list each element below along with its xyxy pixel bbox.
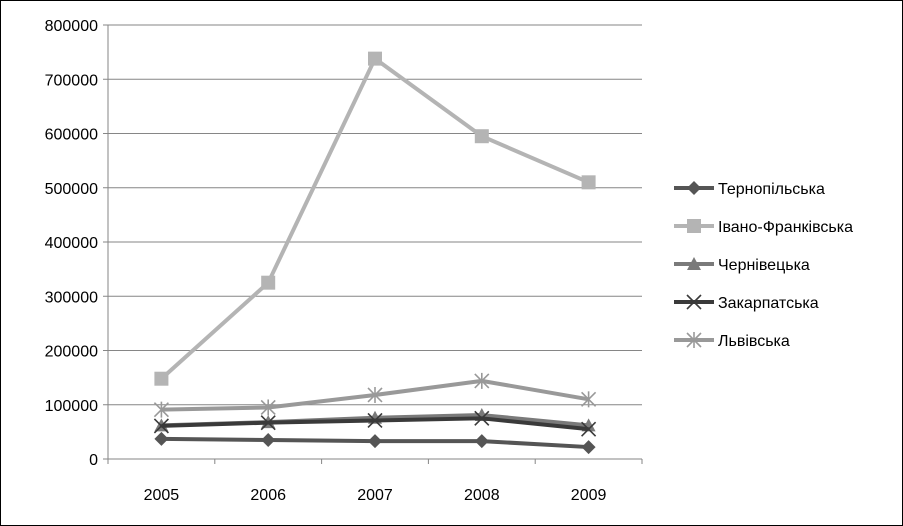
y-tick-label: 300000 bbox=[45, 289, 98, 306]
legend-label: Тернопільська bbox=[718, 181, 825, 198]
x-tick-label: 2009 bbox=[571, 487, 607, 504]
data-point bbox=[153, 418, 169, 434]
data-point bbox=[474, 129, 489, 144]
series-line bbox=[160, 56, 590, 381]
legend-marker bbox=[687, 219, 701, 233]
legend: Тернопільська Івано-Франківська Чернівецьк… bbox=[674, 181, 853, 350]
data-point bbox=[261, 275, 276, 290]
legend-label: Львівська bbox=[718, 333, 790, 350]
axes: 0 100000 200000 300000 400000 500000 600000 700… bbox=[45, 18, 643, 504]
y-tick-label: 600000 bbox=[45, 127, 98, 144]
x-tick-label: 2005 bbox=[144, 487, 180, 504]
data-point bbox=[153, 401, 169, 418]
data-point bbox=[367, 386, 383, 403]
y-tick-label: 200000 bbox=[45, 344, 98, 361]
data-point bbox=[474, 410, 490, 426]
y-tick-label: 0 bbox=[89, 452, 98, 469]
legend-entry: Івано-Франківська bbox=[674, 219, 853, 236]
legend-entry: Чернівецька bbox=[674, 257, 810, 274]
data-point bbox=[474, 434, 489, 449]
data-point bbox=[368, 434, 382, 449]
data-point bbox=[581, 440, 596, 455]
data-point bbox=[154, 431, 169, 446]
x-tick-label: 2008 bbox=[464, 487, 500, 504]
y-tick-label: 100000 bbox=[45, 398, 98, 415]
legend-marker bbox=[686, 332, 702, 348]
legend-marker bbox=[687, 257, 701, 270]
legend-label: Закарпатська bbox=[718, 295, 819, 312]
x-tick-label: 2007 bbox=[357, 487, 393, 504]
data-point bbox=[260, 415, 276, 431]
data-point bbox=[261, 433, 276, 448]
data-point bbox=[581, 175, 596, 190]
series-1 bbox=[154, 431, 596, 455]
data-point bbox=[581, 421, 597, 437]
data-point bbox=[581, 391, 597, 408]
series-4 bbox=[153, 410, 597, 437]
series-5 bbox=[153, 372, 597, 418]
data-point bbox=[368, 51, 382, 66]
gridlines bbox=[108, 24, 642, 406]
legend-label: Чернівецька bbox=[718, 257, 810, 274]
y-tick-label: 800000 bbox=[45, 18, 98, 35]
data-point bbox=[474, 372, 490, 389]
data-point bbox=[154, 371, 169, 386]
legend-label: Івано-Франківська bbox=[718, 219, 853, 236]
legend-entry: Тернопільська bbox=[674, 181, 825, 198]
y-tick-label: 400000 bbox=[45, 235, 98, 252]
legend-entry: Львівська bbox=[674, 332, 790, 350]
data-point bbox=[367, 412, 383, 429]
x-tick-label: 2006 bbox=[250, 487, 286, 504]
y-tick-label: 700000 bbox=[45, 72, 98, 89]
legend-marker bbox=[686, 294, 702, 310]
y-tick-label: 500000 bbox=[45, 181, 98, 198]
data-point bbox=[260, 399, 276, 416]
series-lines bbox=[153, 51, 597, 455]
legend-entry: Закарпатська bbox=[674, 294, 819, 312]
legend-marker bbox=[687, 181, 701, 195]
series-2 bbox=[154, 51, 596, 386]
